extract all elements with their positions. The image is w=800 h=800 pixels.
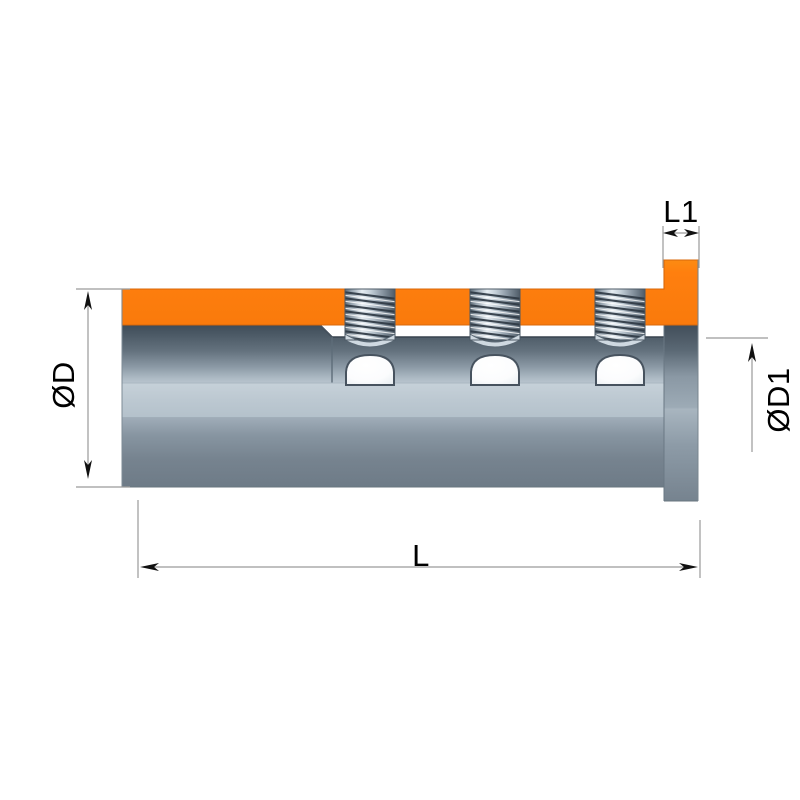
dimension-diameter-d1 — [706, 337, 768, 452]
dimension-annotations — [76, 226, 768, 578]
thread-turns-2 — [595, 291, 645, 340]
dim-l1-arrow-left — [663, 229, 678, 237]
dim-d-arrow-top — [84, 291, 92, 310]
label-length-l: L — [412, 538, 430, 573]
thread-edge-1 — [469, 288, 521, 341]
thread-edge-0 — [344, 288, 396, 341]
bore-hole-shape-0 — [345, 353, 395, 386]
thread-turns-0 — [345, 291, 395, 340]
part-body — [121, 259, 699, 502]
dimension-diameter-d — [76, 288, 130, 488]
sleeve-upper-wall — [122, 325, 664, 383]
thread-group-1 — [469, 288, 521, 348]
step-chamfer-line — [319, 324, 333, 338]
orange-coating — [122, 260, 698, 325]
bore-hole-2 — [595, 353, 645, 386]
dimension-length-l1 — [662, 226, 700, 268]
flange-lower-face — [664, 408, 698, 501]
dim-d1-arrow-top — [748, 343, 756, 362]
dimension-length-l — [137, 500, 701, 578]
label-diameter-d1: ØD1 — [761, 367, 796, 432]
thread-group-0 — [344, 288, 396, 348]
thread-group-2 — [594, 288, 646, 348]
sleeve-lower-wall — [122, 418, 664, 487]
dim-l1-arrow-right — [684, 229, 699, 237]
dim-l-arrow-right — [679, 563, 698, 571]
flange-upper-face — [664, 325, 698, 408]
dim-l-arrow-left — [140, 563, 159, 571]
bore-hole-1 — [470, 353, 520, 386]
thread-edge-2 — [594, 288, 646, 341]
dimension-labels: ØD ØD1 L L1 — [46, 194, 796, 573]
bore-hole-shape-2 — [595, 353, 645, 386]
dim-d-arrow-bottom — [84, 460, 92, 479]
inner-bore-band — [122, 383, 664, 418]
label-length-l1: L1 — [663, 194, 698, 229]
bore-hole-0 — [345, 353, 395, 386]
bore-hole-shape-1 — [470, 353, 520, 386]
label-diameter-d: ØD — [46, 361, 81, 409]
